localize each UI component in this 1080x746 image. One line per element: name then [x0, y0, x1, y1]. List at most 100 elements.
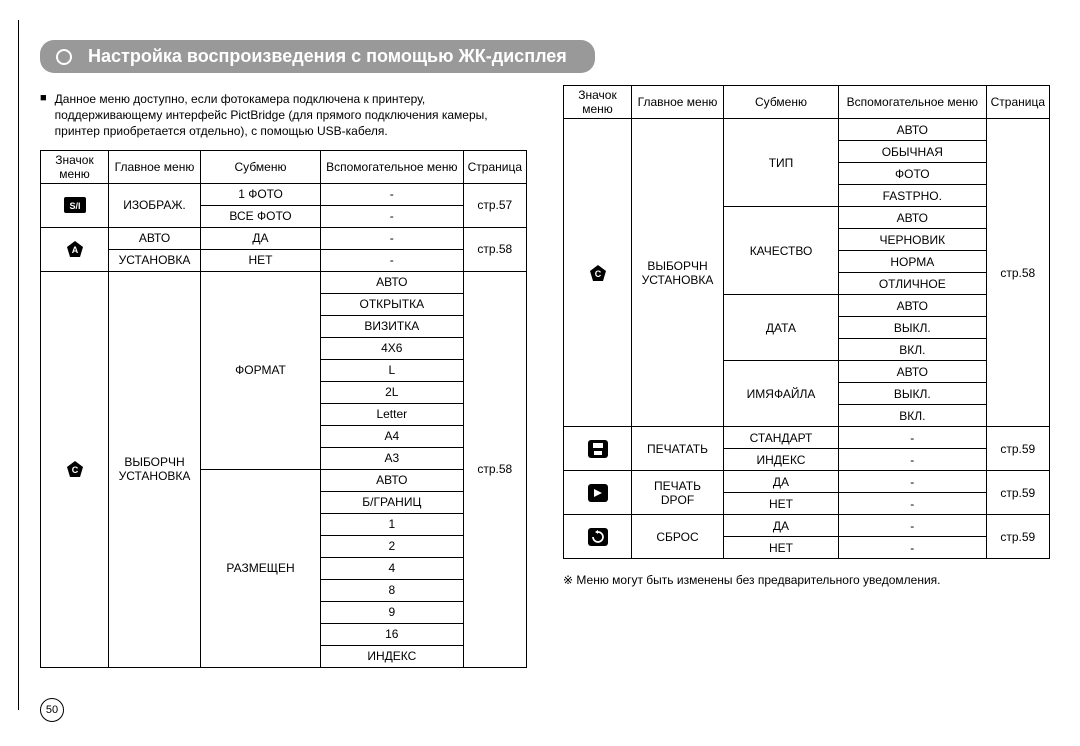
col-header-main: Главное меню: [632, 86, 724, 119]
page-cell: стр.59: [986, 427, 1049, 471]
page-cell: стр.57: [463, 183, 526, 227]
section-title: Настройка воспроизведения с помощью ЖК-д…: [40, 40, 595, 73]
aux-cell: FASTPHO.: [839, 185, 987, 207]
main-menu-cell: УСТАНОВКА: [109, 249, 201, 271]
icon-custom: C: [41, 271, 109, 667]
aux-cell: ЧЕРНОВИК: [839, 229, 987, 251]
table-header-row: Значок меню Главное меню Субменю Вспомог…: [41, 150, 527, 183]
right-column: Значок меню Главное меню Субменю Вспомог…: [563, 85, 1050, 668]
aux-cell: ВКЛ.: [839, 339, 987, 361]
icon-dpof: [564, 471, 632, 515]
submenu-cell: НЕТ: [201, 249, 321, 271]
submenu-cell: КАЧЕСТВО: [724, 207, 839, 295]
intro-bullet: ■: [40, 91, 47, 140]
manual-page: Настройка воспроизведения с помощью ЖК-д…: [0, 0, 1080, 746]
submenu-cell: ТИП: [724, 119, 839, 207]
custom-line1: ВЫБОРЧН: [647, 259, 707, 273]
aux-cell: -: [839, 427, 987, 449]
aux-cell: -: [839, 471, 987, 493]
main-menu-cell: ИЗОБРАЖ.: [109, 183, 201, 227]
svg-text:A: A: [71, 245, 78, 255]
custom-icon: C: [588, 264, 608, 282]
icon-images: S/I: [41, 183, 109, 227]
col-header-aux: Вспомогательное меню: [839, 86, 987, 119]
main-menu-cell: ВЫБОРЧН УСТАНОВКА: [109, 271, 201, 667]
page-cell: стр.59: [986, 515, 1049, 559]
page-cell: стр.58: [463, 271, 526, 667]
aux-cell: L: [321, 359, 464, 381]
submenu-cell: ИНДЕКС: [724, 449, 839, 471]
table-row: S/I ИЗОБРАЖ. 1 ФОТО - стр.57: [41, 183, 527, 205]
main-menu-cell: ВЫБОРЧН УСТАНОВКА: [632, 119, 724, 427]
aux-cell: АВТО: [839, 207, 987, 229]
aux-cell: 16: [321, 623, 464, 645]
icon-print: [564, 427, 632, 471]
aux-cell: НОРМА: [839, 251, 987, 273]
main-menu-cell: ПЕЧАТАТЬ: [632, 427, 724, 471]
svg-text:C: C: [71, 465, 78, 475]
auto-icon: A: [65, 240, 85, 258]
icon-custom: C: [564, 119, 632, 427]
aux-cell: -: [839, 515, 987, 537]
col-header-icon: Значок меню: [41, 150, 109, 183]
right-menu-table: Значок меню Главное меню Субменю Вспомог…: [563, 85, 1050, 559]
page-cell: стр.59: [986, 471, 1049, 515]
table-row: СБРОС ДА - стр.59: [564, 515, 1050, 537]
submenu-cell: 1 ФОТО: [201, 183, 321, 205]
aux-cell: -: [321, 183, 464, 205]
aux-cell: Б/ГРАНИЦ: [321, 491, 464, 513]
aux-cell: 4Х6: [321, 337, 464, 359]
col-header-sub: Субменю: [724, 86, 839, 119]
footnote-symbol: ※: [563, 573, 573, 587]
svg-text:S/I: S/I: [69, 201, 80, 211]
table-row: ПЕЧАТЬ DPOF ДА - стр.59: [564, 471, 1050, 493]
footnote-text: Меню могут быть изменены без предварител…: [573, 573, 940, 587]
title-text: Настройка воспроизведения с помощью ЖК-д…: [88, 46, 567, 66]
table-row: A АВТО ДА - стр.58: [41, 227, 527, 249]
submenu-cell: СТАНДАРТ: [724, 427, 839, 449]
svg-text:C: C: [594, 269, 601, 279]
aux-cell: -: [839, 449, 987, 471]
main-menu-cell: СБРОС: [632, 515, 724, 559]
aux-cell: -: [839, 537, 987, 559]
submenu-cell: ДА: [201, 227, 321, 249]
table-row: ПЕЧАТАТЬ СТАНДАРТ - стр.59: [564, 427, 1050, 449]
submenu-cell: ВСЕ ФОТО: [201, 205, 321, 227]
left-column: ■ Данное меню доступно, если фотокамера …: [40, 85, 527, 668]
custom-line2: УСТАНОВКА: [642, 273, 714, 287]
submenu-cell: НЕТ: [724, 537, 839, 559]
aux-cell: A3: [321, 447, 464, 469]
custom-line1: ВЫБОРЧН: [124, 455, 184, 469]
aux-cell: ФОТО: [839, 163, 987, 185]
aux-cell: ОБЫЧНАЯ: [839, 141, 987, 163]
aux-cell: АВТО: [321, 271, 464, 293]
aux-cell: ВЫКЛ.: [839, 383, 987, 405]
aux-cell: 2L: [321, 381, 464, 403]
aux-cell: АВТО: [321, 469, 464, 491]
aux-cell: ИНДЕКС: [321, 645, 464, 667]
submenu-cell: ФОРМАТ: [201, 271, 321, 469]
aux-cell: АВТО: [839, 295, 987, 317]
submenu-cell: РАЗМЕЩЕН: [201, 469, 321, 667]
page-cell: стр.58: [986, 119, 1049, 427]
col-header-page: Страница: [986, 86, 1049, 119]
aux-cell: -: [321, 205, 464, 227]
aux-cell: 2: [321, 535, 464, 557]
col-header-page: Страница: [463, 150, 526, 183]
reset-icon: [588, 528, 608, 546]
table-row: УСТАНОВКА НЕТ -: [41, 249, 527, 271]
aux-cell: ОТЛИЧНОЕ: [839, 273, 987, 295]
aux-cell: -: [321, 227, 464, 249]
col-header-sub: Субменю: [201, 150, 321, 183]
table-header-row: Значок меню Главное меню Субменю Вспомог…: [564, 86, 1050, 119]
aux-cell: -: [839, 493, 987, 515]
submenu-cell: ДА: [724, 471, 839, 493]
aux-cell: ВКЛ.: [839, 405, 987, 427]
footnote: ※ Меню могут быть изменены без предварит…: [563, 573, 1050, 587]
aux-cell: АВТО: [839, 361, 987, 383]
custom-line2: УСТАНОВКА: [119, 469, 191, 483]
select-image-icon: S/I: [64, 197, 86, 213]
aux-cell: 1: [321, 513, 464, 535]
aux-cell: 9: [321, 601, 464, 623]
table-row: C ВЫБОРЧН УСТАНОВКА ТИП АВТО стр.58: [564, 119, 1050, 141]
